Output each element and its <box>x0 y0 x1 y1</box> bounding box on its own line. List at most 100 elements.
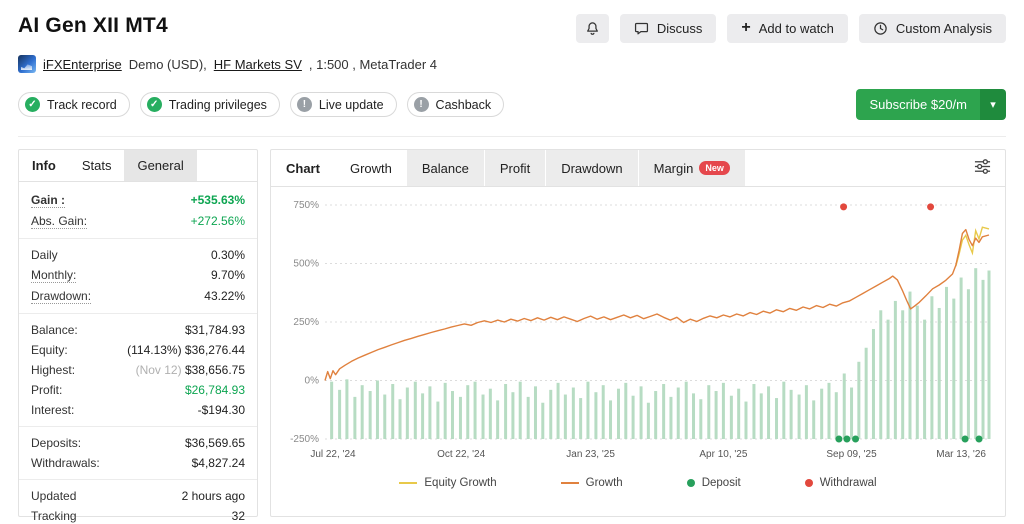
stat-label[interactable]: Gain : <box>31 193 66 208</box>
divider <box>19 426 257 427</box>
custom-analysis-label: Custom Analysis <box>895 21 992 36</box>
stat-row-tracking: Tracking 32 <box>31 506 245 524</box>
clock-icon <box>873 21 888 36</box>
stat-value: 0.30% <box>210 248 245 262</box>
stat-value: $36,569.65 <box>184 436 245 450</box>
stat-row-deposits: Deposits: $36,569.65 <box>31 433 245 453</box>
stat-label: Deposits: <box>31 436 82 450</box>
stat-value: -$194.30 <box>197 403 245 417</box>
stat-value: 9.70% <box>210 268 245 282</box>
legend-withdrawal[interactable]: Withdrawal <box>804 477 877 489</box>
cashback-label: Cashback <box>435 97 492 112</box>
stat-label: Withdrawals: <box>31 456 100 470</box>
stat-value-amount: $38,656.75 <box>184 363 245 377</box>
svg-text:0%: 0% <box>305 376 320 387</box>
legend-label: Deposit <box>701 477 741 489</box>
legend-label: Equity Growth <box>424 477 497 489</box>
stats-body: Gain : +535.63% Abs. Gain: +272.56% Dail… <box>19 182 257 524</box>
discuss-button[interactable]: Discuss <box>619 14 717 43</box>
account-owner-link[interactable]: iFXEnterprise <box>43 56 122 72</box>
stat-label[interactable]: Monthly: <box>31 268 77 283</box>
bell-icon <box>585 21 600 36</box>
svg-text:Sep 09, '25: Sep 09, '25 <box>826 449 877 460</box>
chevron-down-icon[interactable]: ▾ <box>980 89 1006 120</box>
new-badge: New <box>699 161 730 175</box>
stat-value: +272.56% <box>190 214 245 228</box>
tab-growth[interactable]: Growth <box>349 160 392 176</box>
custom-analysis-button[interactable]: Custom Analysis <box>858 14 1006 43</box>
svg-text:750%: 750% <box>293 200 319 211</box>
stat-row-drawdown: Drawdown: 43.22% <box>31 286 245 307</box>
svg-text:Apr 10, '25: Apr 10, '25 <box>699 449 747 460</box>
tab-balance[interactable]: Balance <box>406 150 485 186</box>
legend-deposit[interactable]: Deposit <box>686 477 741 489</box>
stat-label: Profit: <box>31 383 63 397</box>
info-icon: ! <box>413 97 429 112</box>
add-to-watch-button[interactable]: + Add to watch <box>727 14 848 43</box>
stat-row-equity: Equity: (114.13%) $36,276.44 <box>31 340 245 360</box>
stat-value-note: (Nov 12) <box>135 363 182 377</box>
check-icon: ✓ <box>25 97 40 112</box>
tab-chart[interactable]: Chart <box>286 160 320 176</box>
svg-text:Mar 13, '26: Mar 13, '26 <box>936 449 986 460</box>
stat-value: $26,784.93 <box>184 383 245 397</box>
chart-legend: Equity Growth Growth Deposit Withdrawal <box>271 470 1005 499</box>
growth-chart-svg[interactable]: 750% 500% 250% 0% -250% Jul 22, '24 Oct 22, '2… <box>279 193 997 465</box>
page-title: AI Gen XII MT4 <box>18 14 168 37</box>
divider <box>19 479 257 480</box>
trading-privileges-badge[interactable]: ✓ Trading privileges <box>139 92 280 117</box>
stat-label: Equity: <box>31 343 68 357</box>
tab-margin-label: Margin <box>653 160 694 176</box>
stat-value: (114.13%) $36,276.44 <box>127 343 245 357</box>
stat-value: (Nov 12) $38,656.75 <box>136 363 245 377</box>
track-record-badge[interactable]: ✓ Track record <box>18 92 130 117</box>
stat-row-interest: Interest: -$194.30 <box>31 400 245 420</box>
stat-value: 32 <box>231 509 245 523</box>
growth-chart[interactable]: 750% 500% 250% 0% -250% Jul 22, '24 Oct 22, '2… <box>271 187 1005 470</box>
stat-value: $4,827.24 <box>191 456 245 470</box>
stat-row-abs-gain: Abs. Gain: +272.56% <box>31 211 245 232</box>
svg-text:Jul 22, '24: Jul 22, '24 <box>310 449 356 460</box>
stat-row-highest: Highest: (Nov 12) $38,656.75 <box>31 360 245 380</box>
tab-general[interactable]: General <box>124 150 197 181</box>
legend-label: Withdrawal <box>819 477 877 489</box>
live-update-badge[interactable]: ! Live update <box>289 92 397 117</box>
stat-label: Tracking <box>31 509 77 523</box>
main-content: Info Stats General Gain : +535.63% Abs. … <box>18 137 1006 523</box>
tab-stats[interactable]: Stats <box>81 158 112 173</box>
tab-drawdown[interactable]: Drawdown <box>546 150 639 186</box>
stat-label[interactable]: Drawdown: <box>31 289 92 304</box>
deposit-swatch <box>686 479 695 487</box>
account-details: , 1:500 , MetaTrader 4 <box>308 56 438 72</box>
stat-value: $31,784.93 <box>184 323 245 337</box>
notifications-button[interactable] <box>575 14 609 43</box>
discuss-label: Discuss <box>656 21 703 36</box>
chart-settings-button[interactable] <box>974 150 1005 186</box>
broker-link[interactable]: HF Markets SV <box>213 56 302 72</box>
chart-tabbar: Chart Growth Balance Profit Drawdown Mar… <box>271 150 1005 187</box>
withdrawal-swatch <box>804 479 813 487</box>
tab-margin[interactable]: Margin New <box>638 150 746 186</box>
plus-icon: + <box>741 19 751 36</box>
stat-row-daily: Daily 0.30% <box>31 245 245 265</box>
subscribe-button[interactable]: Subscribe $20/m ▾ <box>856 89 1006 120</box>
legend-growth[interactable]: Growth <box>560 477 623 489</box>
account-type: Demo (USD), <box>128 56 207 72</box>
stat-row-monthly: Monthly: 9.70% <box>31 265 245 286</box>
tab-profit[interactable]: Profit <box>484 150 547 186</box>
legend-equity-growth[interactable]: Equity Growth <box>399 477 497 489</box>
tab-info[interactable]: Info <box>32 158 56 173</box>
svg-text:Oct 22, '24: Oct 22, '24 <box>437 449 485 460</box>
stat-row-balance: Balance: $31,784.93 <box>31 320 245 340</box>
check-icon: ✓ <box>146 97 162 112</box>
header-divider <box>18 136 1006 137</box>
cashback-badge[interactable]: ! Cashback <box>406 92 505 117</box>
sliders-icon <box>974 158 991 178</box>
svg-text:Jan 23, '25: Jan 23, '25 <box>566 449 615 460</box>
stat-value: 43.22% <box>204 289 245 303</box>
stat-label[interactable]: Abs. Gain: <box>31 214 88 229</box>
stat-value: +535.63% <box>190 193 245 207</box>
broker-logo <box>18 55 36 73</box>
header-actions: Discuss + Add to watch Custom Analysis <box>575 14 1006 43</box>
